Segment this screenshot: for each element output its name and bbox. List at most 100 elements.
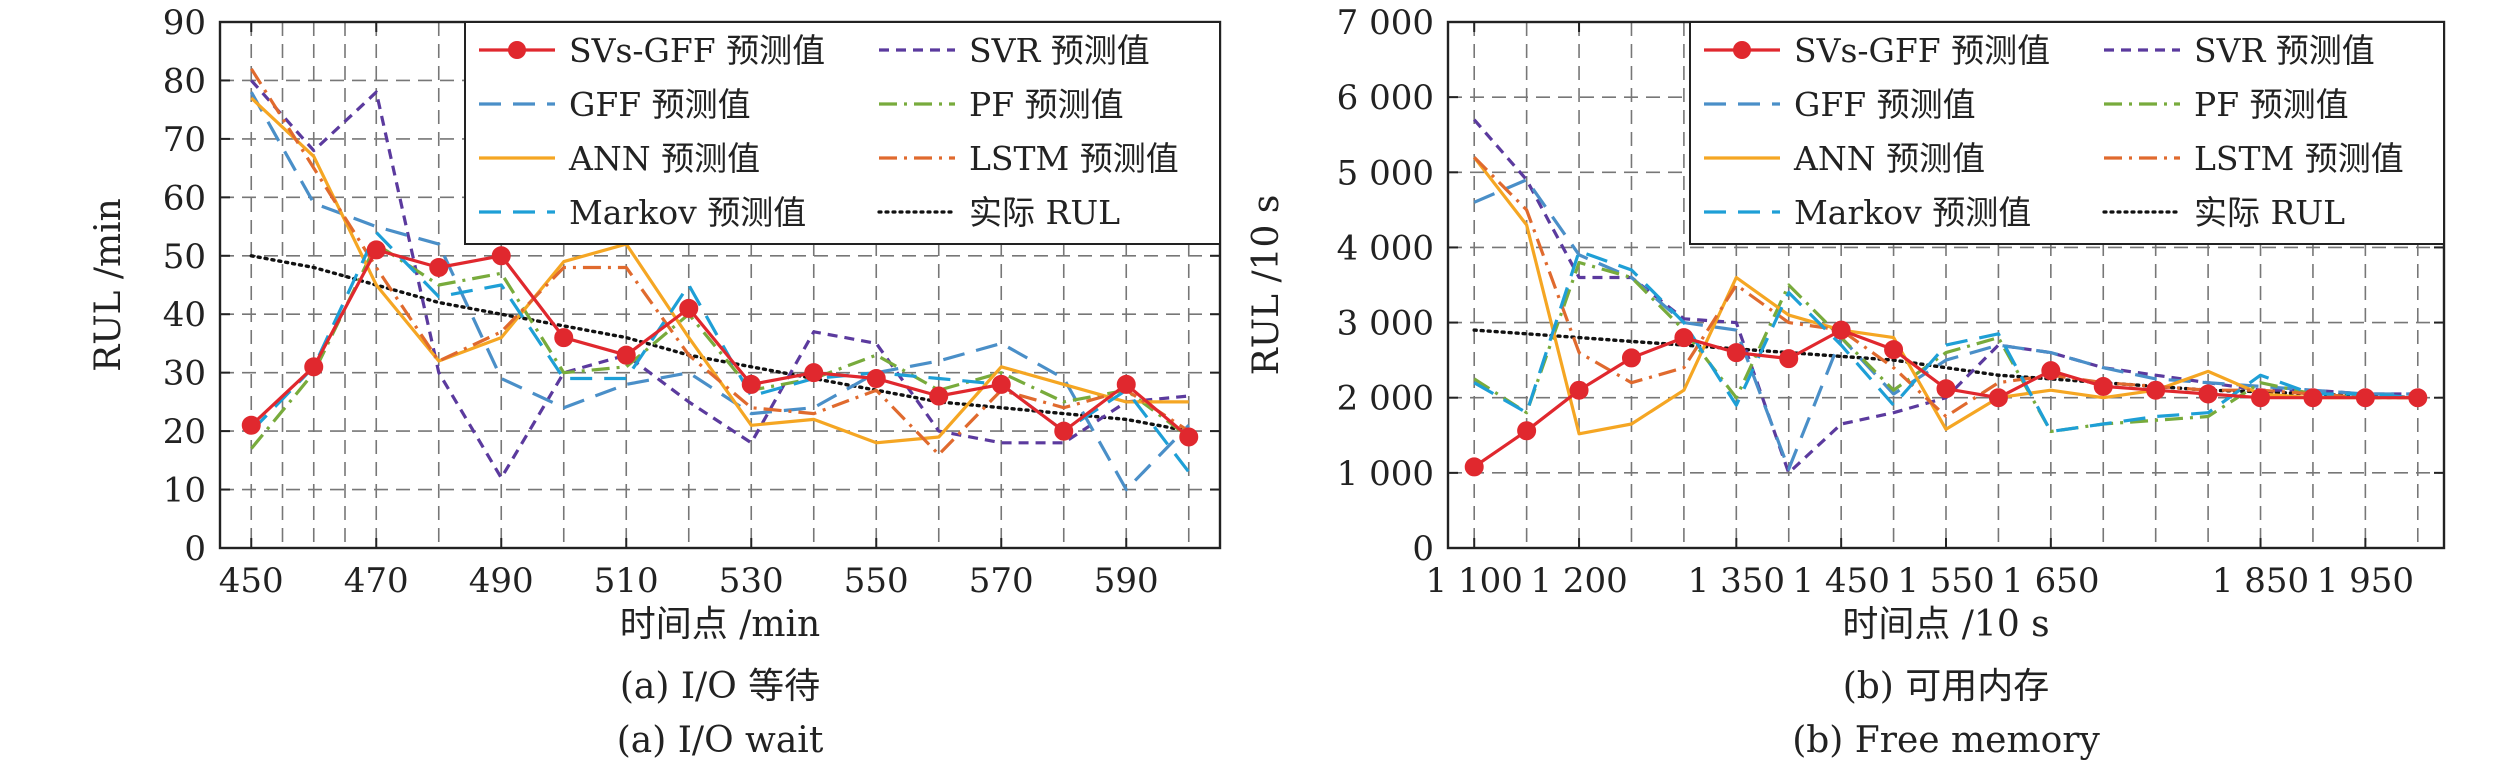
x-tick-label: 570 — [969, 561, 1034, 601]
y-tick-label: 80 — [163, 61, 206, 101]
data-point-0 — [1116, 374, 1136, 394]
legend-label-0: SVs-GFF 预测值 — [569, 31, 825, 70]
data-point-0 — [554, 328, 574, 348]
data-point-0 — [1674, 328, 1694, 348]
legend-label-0: SVs-GFF 预测值 — [1794, 31, 2050, 70]
panel-b-free-memory: 1 100 1 200 1 350 1 450 1 550 1 650 1 850 1 950… — [1246, 3, 2446, 761]
legend: SVs-GFF 预测值 SVR 预测值 GFF 预测值 PF 预测值 ANN 预测值 LS… — [464, 21, 1221, 245]
data-point-0 — [491, 246, 511, 266]
y-tick-label: 5 000 — [1337, 153, 1434, 193]
legend-label-1: SVR 预测值 — [969, 31, 1150, 70]
legend-label-1: SVR 预测值 — [2194, 31, 2375, 70]
y-tick-label: 0 — [184, 529, 206, 569]
caption-cn: (a) I/O 等待 — [620, 666, 820, 707]
legend-label-7: 实际 RUL — [969, 193, 1120, 232]
legend-label-4: ANN 预测值 — [568, 139, 760, 178]
data-point-0 — [1569, 380, 1589, 400]
series-line-5 — [249, 67, 1190, 457]
y-tick-label: 6 000 — [1337, 78, 1434, 118]
y-tick-label: 1 000 — [1337, 454, 1434, 494]
x-axis-label: 时间点 /10 s — [1842, 604, 2049, 645]
data-point-0 — [241, 415, 261, 435]
legend-label-4: ANN 预测值 — [1793, 139, 1985, 178]
series-line-6 — [1473, 249, 2418, 434]
legend-label-3: PF 预测值 — [2194, 85, 2349, 124]
x-tick-label: 1 450 — [1792, 561, 1889, 601]
data-point-0 — [2355, 388, 2375, 408]
legend: SVs-GFF 预测值 SVR 预测值 GFF 预测值 PF 预测值 ANN 预测值 LS… — [1689, 21, 2445, 245]
data-point-0 — [1054, 421, 1074, 441]
data-point-0 — [1726, 343, 1746, 363]
legend-marker-0 — [1733, 41, 1751, 59]
data-point-0 — [2408, 388, 2428, 408]
x-tick-label: 510 — [594, 561, 659, 601]
y-tick-label: 3 000 — [1337, 304, 1434, 344]
y-tick-label: 30 — [163, 354, 206, 394]
data-point-0 — [2041, 361, 2061, 381]
data-point-0 — [1936, 379, 1956, 399]
x-tick-label: 1 200 — [1530, 561, 1627, 601]
panel-a-io-wait: 450 470 490 510 530 550 570 590 0 10 20 30 40 50 60 70 8… — [88, 3, 1222, 761]
legend-box — [464, 21, 1221, 245]
y-tick-label: 2 000 — [1337, 379, 1434, 419]
y-tick-label: 40 — [163, 295, 206, 335]
legend-label-2: GFF 预测值 — [1794, 85, 1976, 124]
legend-box — [1689, 21, 2445, 245]
y-tick-label: 70 — [163, 120, 206, 160]
caption-cn: (b) 可用内存 — [1843, 666, 2050, 707]
x-tick-label: 470 — [344, 561, 409, 601]
data-point-0 — [929, 386, 949, 406]
x-tick-label: 1 350 — [1688, 561, 1785, 601]
data-point-0 — [304, 357, 324, 377]
x-tick-label: 1 650 — [2002, 561, 2099, 601]
y-tick-label: 0 — [1412, 529, 1434, 569]
data-point-0 — [866, 369, 886, 389]
x-tick-label: 1 850 — [2212, 561, 2309, 601]
x-tick-label: 490 — [469, 561, 534, 601]
data-point-0 — [2251, 388, 2271, 408]
legend-marker-0 — [508, 41, 526, 59]
ticks: 1 100 1 200 1 350 1 450 1 550 1 650 1 850 1 950… — [1337, 3, 2444, 601]
x-tick-label: 1 100 — [1426, 561, 1523, 601]
data-point-0 — [804, 363, 824, 383]
series-line-2 — [1473, 178, 2418, 471]
y-axis-label: RUL /min — [88, 198, 129, 372]
data-point-0 — [1179, 427, 1199, 447]
y-tick-label: 90 — [163, 3, 206, 43]
data-point-0 — [679, 298, 699, 318]
legend-label-5: LSTM 预测值 — [2194, 139, 2404, 178]
y-tick-label: 60 — [163, 178, 206, 218]
y-tick-label: 7 000 — [1337, 3, 1434, 43]
x-tick-label: 1 950 — [2317, 561, 2414, 601]
ticks: 450 470 490 510 530 550 570 590 0 10 20 30 40 50 60 70 8… — [163, 3, 1220, 601]
y-tick-label: 4 000 — [1337, 228, 1434, 268]
x-tick-label: 590 — [1094, 561, 1159, 601]
data-point-0 — [1988, 388, 2008, 408]
data-point-0 — [1884, 340, 1904, 360]
x-tick-label: 530 — [719, 561, 784, 601]
series-line-3 — [250, 242, 1190, 450]
series-group — [241, 67, 1199, 492]
data-point-0 — [1779, 349, 1799, 369]
series-line-7 — [249, 254, 1191, 433]
y-tick-label: 10 — [163, 471, 206, 511]
x-tick-label: 550 — [844, 561, 909, 601]
data-point-0 — [2303, 388, 2323, 408]
series-line-3 — [1473, 260, 2418, 434]
y-tick-label: 20 — [163, 412, 206, 452]
y-tick-label: 50 — [163, 237, 206, 277]
series-group — [1464, 118, 2428, 477]
data-point-0 — [1831, 320, 1851, 340]
y-axis-label: RUL /10 s — [1246, 195, 1287, 376]
legend-label-6: Markov 预测值 — [1794, 193, 2031, 232]
data-point-0 — [2146, 380, 2166, 400]
data-point-0 — [741, 374, 761, 394]
data-point-0 — [1464, 457, 1484, 477]
x-tick-label: 1 550 — [1897, 561, 1994, 601]
series-line-0 — [250, 248, 1190, 439]
data-point-0 — [1621, 348, 1641, 368]
legend-label-2: GFF 预测值 — [569, 85, 751, 124]
legend-label-7: 实际 RUL — [2194, 193, 2345, 232]
data-point-0 — [2093, 376, 2113, 396]
